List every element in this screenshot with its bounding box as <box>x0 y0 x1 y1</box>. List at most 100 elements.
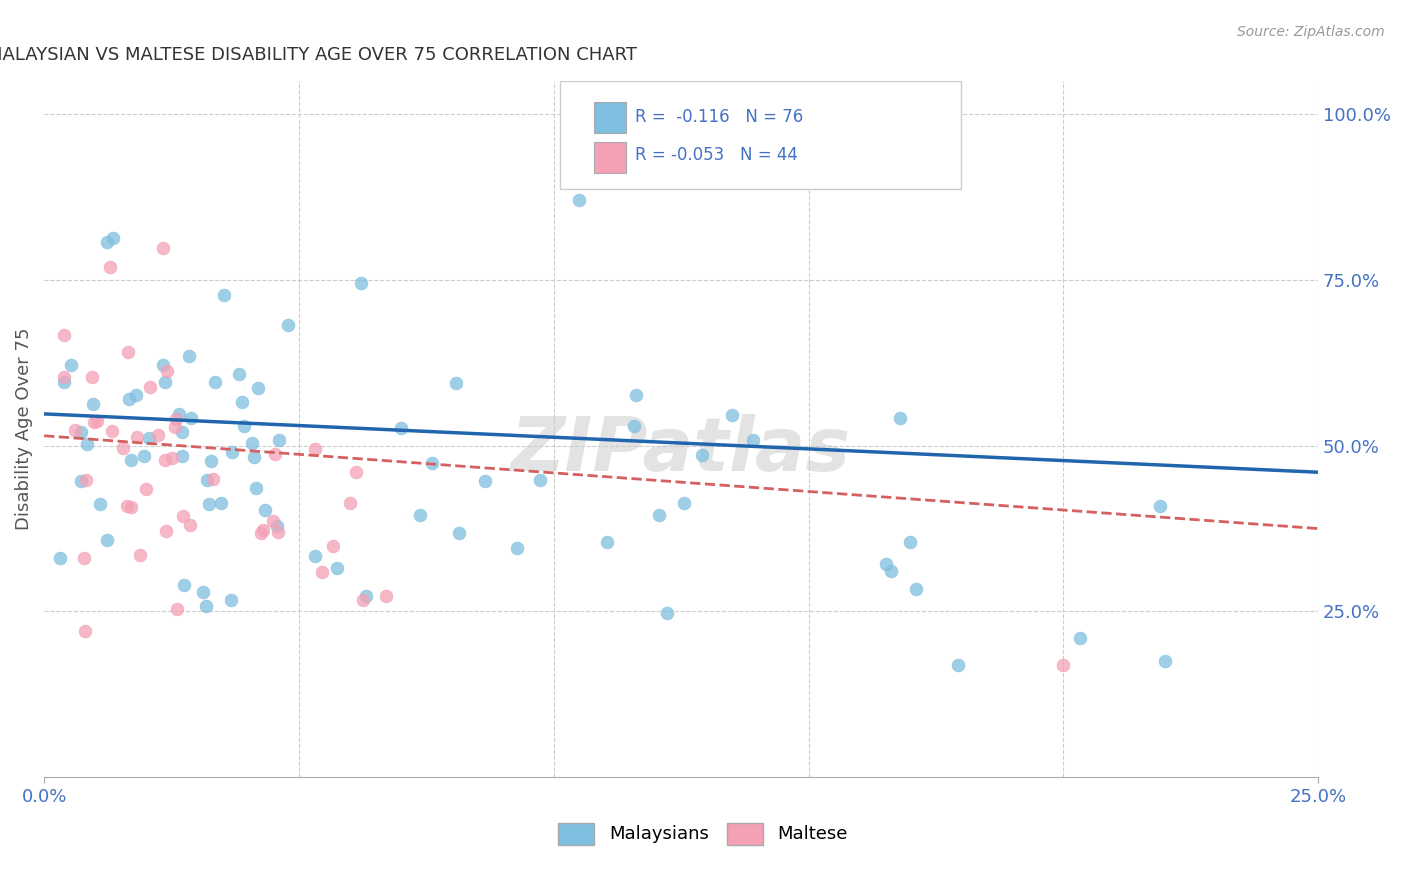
Point <box>322 539 344 553</box>
Point <box>204 375 226 389</box>
Point <box>1154 654 1177 668</box>
Point <box>82 397 104 411</box>
Point <box>49 551 72 566</box>
Point <box>59 358 82 372</box>
Point <box>53 369 76 384</box>
Point <box>231 395 253 409</box>
Point <box>96 533 118 548</box>
Point <box>53 376 76 390</box>
Point <box>672 496 695 510</box>
Point <box>252 524 274 538</box>
Point <box>179 517 201 532</box>
Point <box>100 424 122 438</box>
Point <box>167 407 190 421</box>
Point <box>75 474 97 488</box>
Point <box>82 370 104 384</box>
Point <box>76 437 98 451</box>
Point <box>1052 657 1074 672</box>
Point <box>173 578 195 592</box>
Point <box>228 367 250 381</box>
Point <box>339 495 361 509</box>
Point <box>160 451 183 466</box>
FancyBboxPatch shape <box>560 81 962 189</box>
Point <box>721 409 744 423</box>
Point <box>125 430 148 444</box>
Point <box>70 425 93 439</box>
Point <box>1149 499 1171 513</box>
Point <box>165 412 187 426</box>
Point <box>623 419 645 434</box>
Point <box>148 428 170 442</box>
Point <box>195 599 218 613</box>
Text: Source: ZipAtlas.com: Source: ZipAtlas.com <box>1237 25 1385 39</box>
Point <box>120 500 142 515</box>
Point <box>73 551 96 566</box>
Point <box>155 524 177 538</box>
Point <box>89 497 111 511</box>
Point <box>326 560 349 574</box>
Point <box>262 514 284 528</box>
Point <box>245 481 267 495</box>
Point <box>120 453 142 467</box>
Point <box>948 657 970 672</box>
Point <box>115 499 138 513</box>
Point <box>655 606 678 620</box>
Point <box>269 433 291 447</box>
Point <box>172 425 194 439</box>
Point <box>155 453 177 467</box>
Point <box>132 449 155 463</box>
Point <box>172 509 194 524</box>
Point <box>420 456 443 470</box>
Point <box>125 387 148 401</box>
Point <box>117 345 139 359</box>
Point <box>304 442 326 456</box>
Point <box>898 534 921 549</box>
Point <box>344 465 367 479</box>
Point <box>86 414 108 428</box>
Point <box>250 526 273 541</box>
FancyBboxPatch shape <box>595 102 626 133</box>
Point <box>163 419 186 434</box>
Point <box>73 624 96 639</box>
Point <box>354 589 377 603</box>
Point <box>69 475 91 489</box>
Point <box>212 288 235 302</box>
Point <box>266 524 288 539</box>
Point <box>742 433 765 447</box>
Point <box>266 519 288 533</box>
Point <box>389 420 412 434</box>
Point <box>444 376 467 390</box>
Point <box>253 503 276 517</box>
Point <box>179 349 201 363</box>
Point <box>65 423 87 437</box>
Point <box>200 453 222 467</box>
Point <box>243 450 266 464</box>
Point <box>374 589 396 603</box>
Point <box>349 277 371 291</box>
Point <box>193 584 215 599</box>
Y-axis label: Disability Age Over 75: Disability Age Over 75 <box>15 328 32 531</box>
Point <box>595 535 617 549</box>
Point <box>53 328 76 343</box>
Point <box>568 194 591 208</box>
Point <box>240 435 263 450</box>
Point <box>96 235 118 249</box>
Point <box>690 448 713 462</box>
Text: R = -0.053   N = 44: R = -0.053 N = 44 <box>636 146 799 164</box>
Point <box>129 548 152 562</box>
Point <box>648 508 671 522</box>
Point <box>624 388 647 402</box>
Point <box>138 431 160 445</box>
Point <box>447 525 470 540</box>
Point <box>180 411 202 425</box>
Point <box>277 318 299 332</box>
Point <box>408 508 430 523</box>
Point <box>209 496 232 510</box>
Point <box>889 410 911 425</box>
Point <box>880 564 903 578</box>
Point <box>904 582 927 596</box>
Text: MALAYSIAN VS MALTESE DISABILITY AGE OVER 75 CORRELATION CHART: MALAYSIAN VS MALTESE DISABILITY AGE OVER… <box>0 46 637 64</box>
Legend: Malaysians, Maltese: Malaysians, Maltese <box>551 815 855 852</box>
Point <box>311 565 333 579</box>
Text: R =  -0.116   N = 76: R = -0.116 N = 76 <box>636 108 803 126</box>
